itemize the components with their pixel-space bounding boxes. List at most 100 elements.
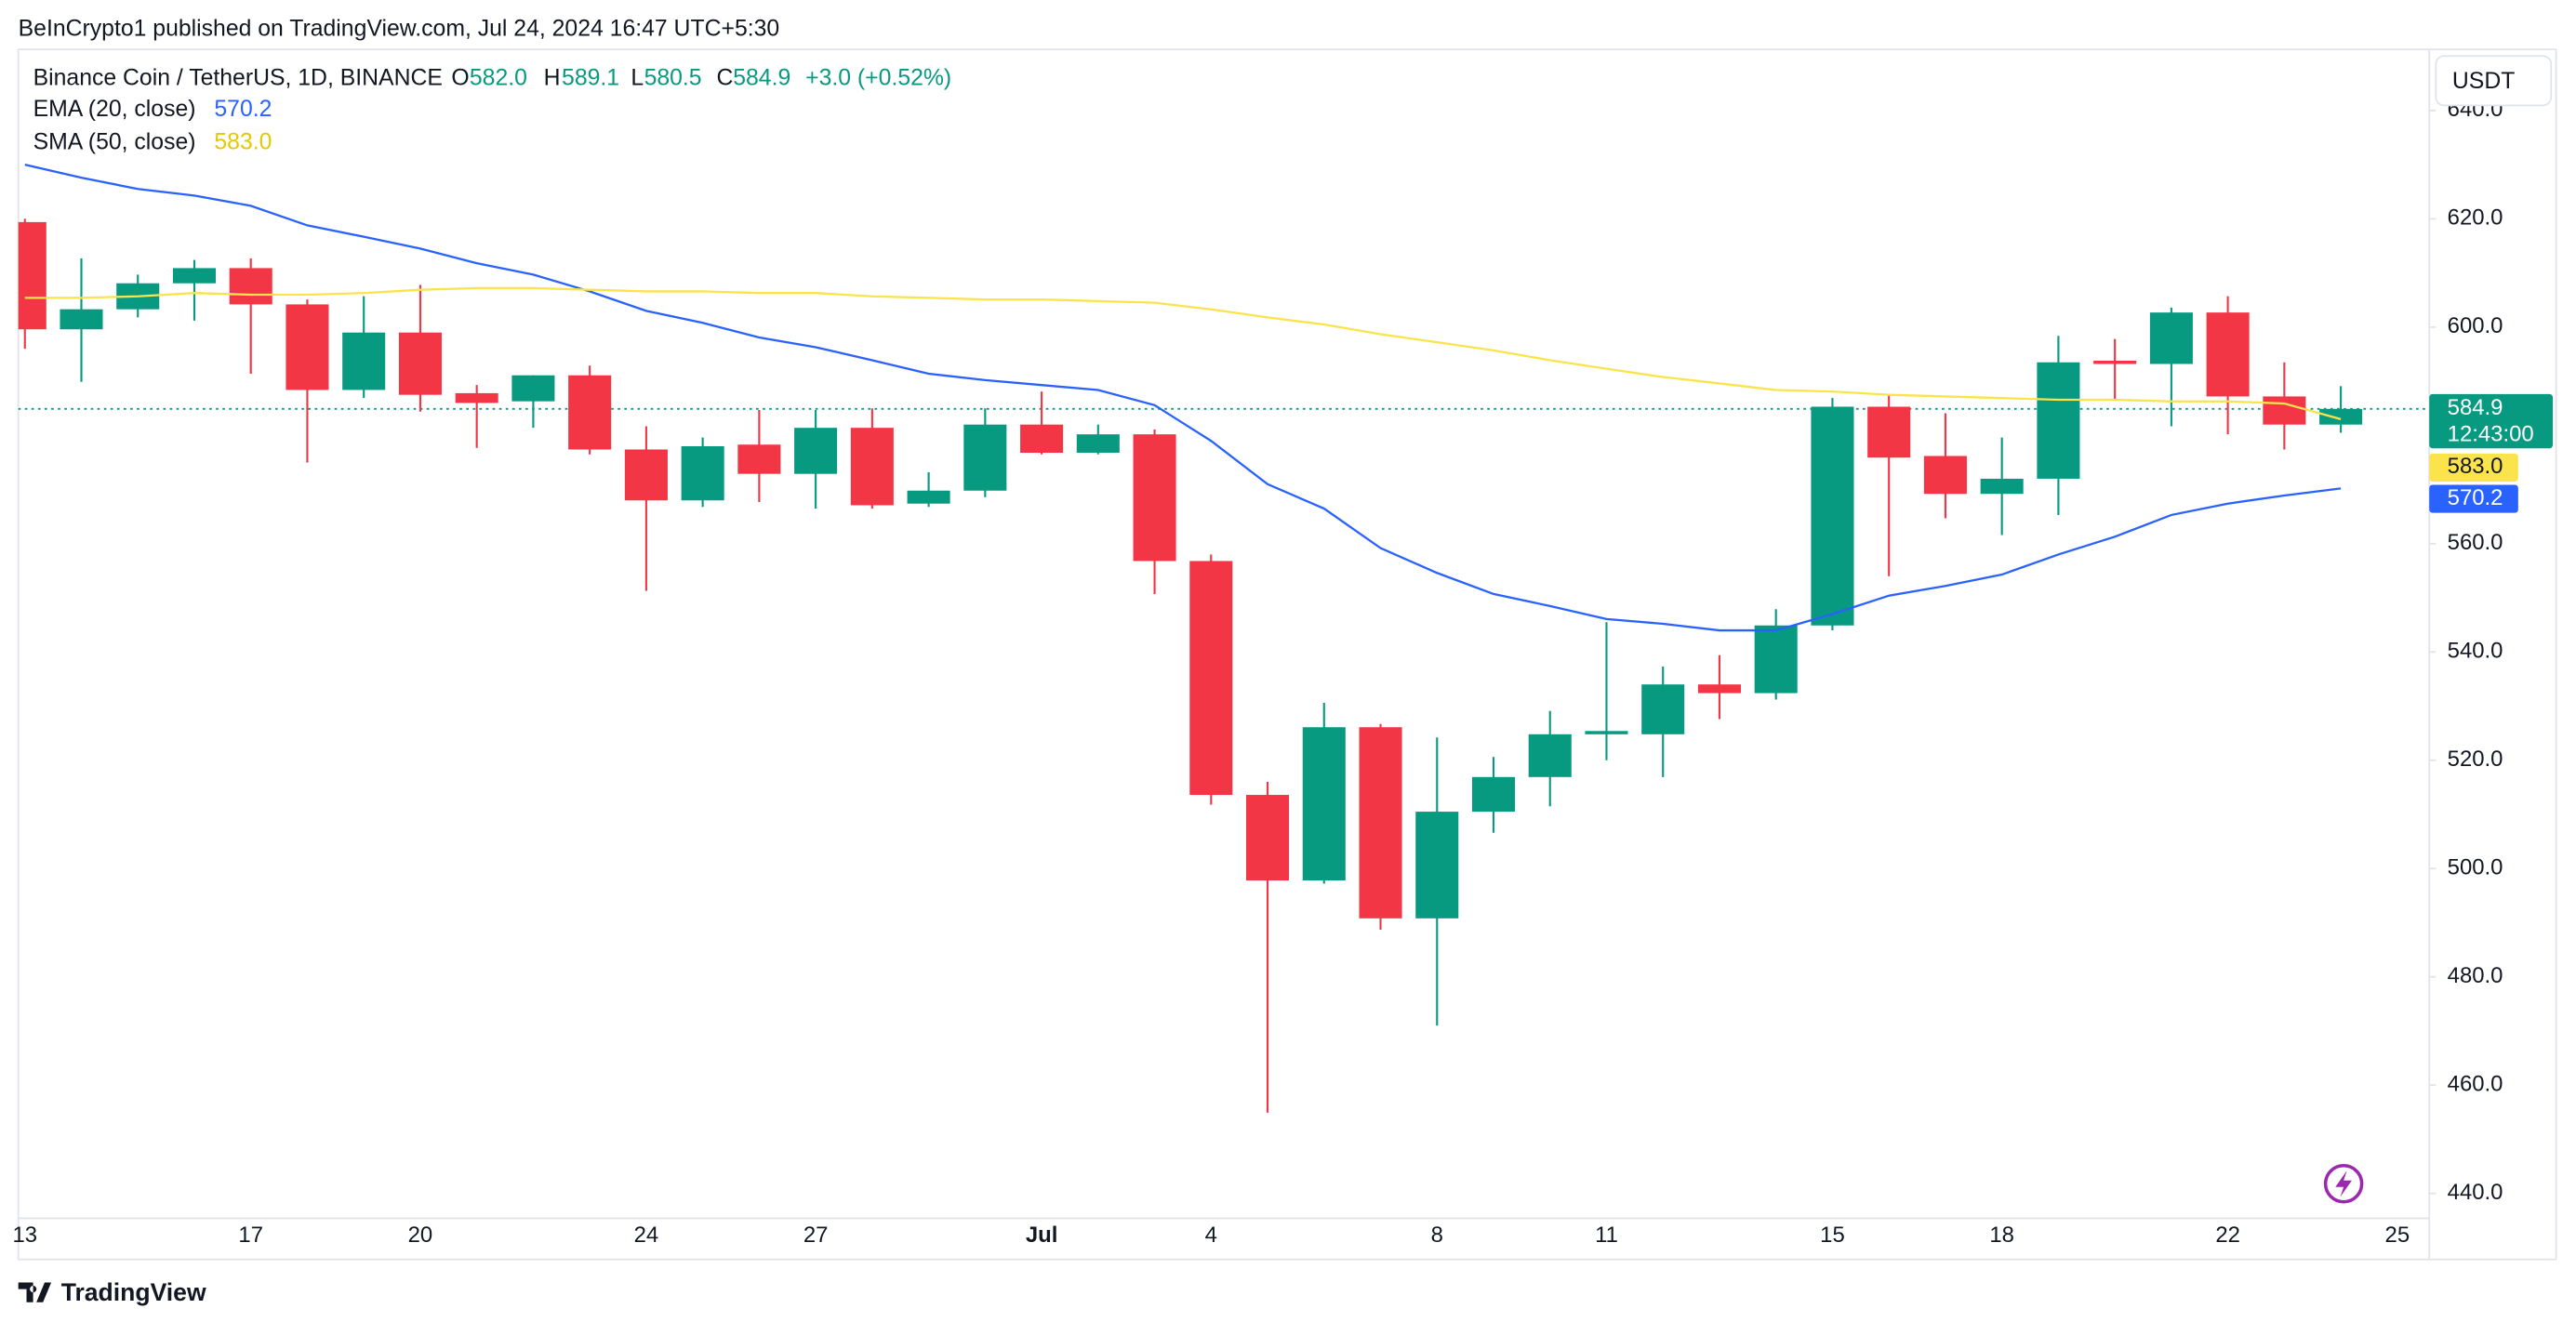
ohlc-letter: O [451, 66, 469, 91]
footer-logo: TradingView [18, 1278, 206, 1306]
currency-button-box[interactable] [2435, 55, 2553, 107]
candle-body [1585, 731, 1628, 734]
candle-body [455, 392, 498, 403]
ohlc-value: 589.1 [562, 66, 619, 91]
x-tick-label: 18 [1989, 1223, 2014, 1248]
publisher-line: BeInCrypto1 published on TradingView.com… [19, 16, 780, 41]
candle-body [342, 332, 386, 390]
ohlc-letter: C [717, 66, 734, 91]
y-tick-label: 560.0 [2448, 530, 2503, 555]
candle-body [2149, 312, 2193, 364]
ma-badge-label: 570.2 [2448, 485, 2503, 510]
candle-body [2206, 312, 2250, 397]
footer-brand: TradingView [61, 1278, 206, 1306]
candle-body [1246, 795, 1290, 881]
candle-body [1076, 434, 1120, 453]
y-tick-label: 480.0 [2448, 963, 2503, 988]
candle-body [1641, 684, 1685, 734]
candle-body [850, 428, 894, 506]
candle-body [1189, 561, 1233, 796]
candle-body [2093, 360, 2137, 364]
candle-body [1415, 812, 1459, 919]
y-tick-label: 520.0 [2448, 747, 2503, 772]
x-tick-label: Jul [1026, 1223, 1058, 1248]
indicator-value: 570.2 [214, 97, 272, 122]
ohlc-value: 584.9 [733, 66, 790, 91]
x-tick-label: 17 [238, 1223, 263, 1248]
ohlc-value: 582.0 [470, 66, 527, 91]
replay-bolt[interactable] [2335, 1170, 2352, 1197]
candle-body [1302, 727, 1346, 881]
ohlc-letter: H [544, 66, 561, 91]
symbol-title: Binance Coin / TetherUS, 1D, BINANCE [33, 66, 443, 91]
candle-body [2319, 408, 2363, 425]
candle-body [1471, 776, 1516, 813]
y-tick-label: 500.0 [2448, 855, 2503, 880]
candle-body [2037, 362, 2080, 479]
candle-body [1867, 406, 1911, 458]
x-tick-label: 4 [1205, 1223, 1217, 1248]
x-tick-label: 22 [2215, 1223, 2240, 1248]
indicator-value: 583.0 [214, 130, 272, 155]
chart-frame [17, 48, 2557, 1261]
axes: 440.0460.0480.0500.0520.0540.0560.0580.0… [12, 97, 2554, 1248]
candle-body [2263, 396, 2306, 425]
ma-badge-label: 583.0 [2448, 454, 2503, 479]
x-tick-label: 8 [1431, 1223, 1443, 1248]
candle-body [681, 445, 724, 501]
ma-line [24, 163, 2342, 632]
ohlc-letter: L [631, 66, 644, 91]
last-price-badge [2429, 393, 2554, 449]
candle-body [963, 424, 1007, 491]
x-tick-label: 24 [634, 1223, 659, 1248]
x-tick-label: 15 [1820, 1223, 1845, 1248]
x-tick-label: 13 [12, 1223, 37, 1248]
candle-body [1697, 684, 1741, 694]
candle-body [1980, 478, 2024, 495]
candle-body [511, 375, 555, 402]
replay-icon[interactable] [2323, 1163, 2364, 1204]
legend: Binance Coin / TetherUS, 1D, BINANCE O 58… [33, 66, 952, 155]
candle-body [624, 449, 668, 501]
candle-body [1528, 734, 1572, 777]
indicator-name: EMA (20, close) [33, 97, 196, 122]
candle-body [1811, 406, 1854, 626]
currency-button[interactable]: USDT [2435, 55, 2553, 107]
y-tick-label: 620.0 [2448, 205, 2503, 231]
plot-area [18, 163, 2430, 1113]
candle-body [794, 428, 838, 474]
candle-body [1359, 727, 1402, 919]
countdown-label: 12:43:00 [2448, 421, 2534, 446]
y-tick-label: 460.0 [2448, 1071, 2503, 1096]
x-tick-label: 27 [803, 1223, 829, 1248]
y-tick-label: 540.0 [2448, 639, 2503, 664]
logo-mark [18, 1282, 52, 1302]
last-price-badge-label: 584.9 [2448, 395, 2503, 420]
indicator-name: SMA (50, close) [33, 130, 196, 155]
candle-body [229, 268, 272, 305]
replay-circle[interactable] [2323, 1163, 2364, 1204]
ma-line [24, 286, 2342, 420]
candle-body [1133, 434, 1176, 562]
candle-body [60, 309, 103, 330]
ma-badge [2429, 484, 2518, 513]
candle-body [907, 490, 950, 504]
y-tick-label: 440.0 [2448, 1180, 2503, 1205]
candle-body [1754, 625, 1798, 694]
candle-body [1020, 424, 1064, 453]
candle-body [285, 304, 329, 390]
candle-body [18, 221, 46, 330]
candle-body [172, 268, 216, 284]
candle-body [737, 444, 781, 474]
candle-body [1923, 456, 1967, 495]
currency-label[interactable]: USDT [2452, 69, 2515, 94]
change-value: +3.0 (+0.52%) [805, 66, 951, 91]
x-tick-label: 20 [408, 1223, 433, 1248]
x-tick-label: 25 [2385, 1223, 2410, 1248]
y-tick-label: 600.0 [2448, 313, 2503, 338]
candle-body [568, 375, 612, 450]
ma-badge [2429, 453, 2518, 482]
x-tick-label: 11 [1595, 1223, 1618, 1248]
